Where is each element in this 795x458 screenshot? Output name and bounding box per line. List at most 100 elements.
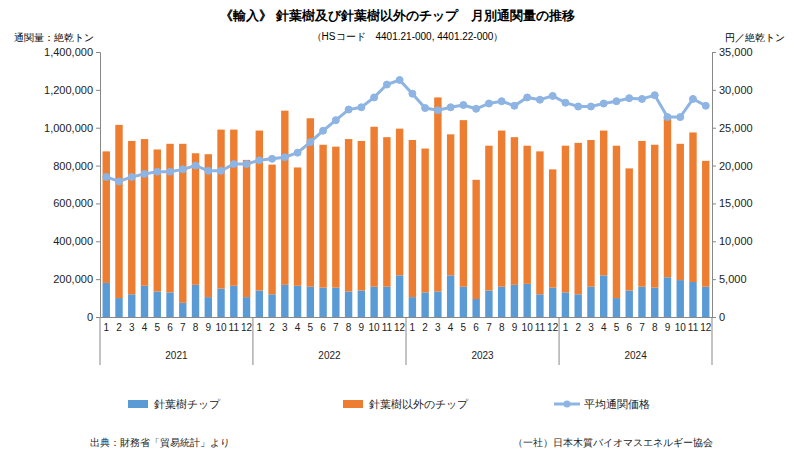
bar: [689, 132, 696, 282]
tick-label: 5: [308, 322, 314, 333]
tick-label: 30,000: [719, 84, 753, 96]
tick-label: 4: [601, 322, 607, 333]
bar: [230, 130, 237, 286]
marker: [256, 157, 263, 164]
marker: [460, 102, 467, 109]
marker: [307, 139, 314, 146]
tick: 6: [320, 322, 326, 333]
bar: [485, 291, 492, 318]
marker: [205, 167, 212, 174]
marker: [154, 168, 161, 175]
bar: [281, 111, 288, 285]
bar: [383, 137, 390, 287]
marker: [587, 103, 594, 110]
tick-label: 600,000: [53, 197, 93, 209]
year-axis: 2021202220232024: [100, 317, 712, 365]
tick-label: 7: [180, 322, 186, 333]
tick-mark: [96, 241, 100, 242]
bar: [370, 287, 377, 317]
bar: [651, 288, 658, 317]
tick-label: 9: [359, 322, 365, 333]
bar: [498, 131, 505, 287]
bar: [587, 140, 594, 287]
tick: 1,200,000: [44, 84, 100, 96]
bar: [613, 298, 620, 317]
tick: 5: [461, 322, 467, 333]
tick-label: 8: [499, 322, 505, 333]
tick-label: 8: [193, 322, 199, 333]
tick-mark: [712, 203, 716, 204]
bar: [268, 165, 275, 295]
bar: [294, 167, 301, 285]
marker: [179, 166, 186, 173]
bar: [192, 285, 199, 317]
bar: [562, 146, 569, 293]
bar: [128, 141, 135, 294]
tick: 7: [333, 322, 339, 333]
bar: [396, 275, 403, 317]
tick: 4: [601, 322, 607, 333]
marker: [103, 173, 110, 180]
tick-label: 9: [206, 322, 212, 333]
tick-mark: [96, 90, 100, 91]
tick: 6: [473, 322, 479, 333]
tick-mark: [712, 241, 716, 242]
bar: [332, 288, 339, 317]
tick: 2: [269, 322, 275, 333]
bar: [523, 284, 530, 317]
tick: 10: [215, 322, 227, 333]
bar: [549, 169, 556, 287]
tick-label: 0: [87, 311, 93, 323]
tick-label: 11: [229, 322, 240, 333]
tick: 0: [87, 311, 100, 323]
tick: 1,400,000: [44, 46, 100, 58]
bar: [421, 149, 428, 293]
tick: 10: [675, 322, 687, 333]
tick: 30,000: [712, 84, 753, 96]
marker: [320, 127, 327, 134]
marker: [345, 106, 352, 113]
marker: [409, 90, 416, 97]
marker: [243, 161, 250, 168]
tick-mark: [712, 90, 716, 91]
bar: [447, 134, 454, 275]
bar: [294, 286, 301, 317]
tick: 12: [394, 322, 406, 333]
source: 出典：財務省「貿易統計」より: [90, 437, 230, 448]
tick: 6: [626, 322, 632, 333]
tick-label: 6: [167, 322, 173, 333]
bar: [103, 151, 110, 283]
tick-mark: [712, 166, 716, 167]
line: [106, 80, 706, 181]
tick-label: 5: [154, 322, 160, 333]
y-axis: 0200,000400,000600,000800,0001,000,0001,…: [44, 46, 100, 323]
bar: [217, 130, 224, 289]
bar: [536, 294, 543, 317]
tick-label: 1: [410, 322, 416, 333]
tick: 25,000: [712, 122, 753, 134]
bar: [536, 151, 543, 294]
marker: [638, 95, 645, 102]
tick-label: 5: [461, 322, 467, 333]
bar: [115, 125, 122, 298]
bar: [702, 161, 709, 287]
marker: [422, 105, 429, 112]
tick: 5: [614, 322, 620, 333]
tick-label: 6: [473, 322, 479, 333]
bar: [383, 287, 390, 317]
tick-label: 15,000: [719, 197, 753, 209]
marker: [383, 81, 390, 88]
bar: [243, 160, 250, 297]
legend-swatch: [343, 400, 363, 408]
tick-label: 1,000,000: [44, 122, 93, 134]
marker: [473, 105, 480, 112]
tick-label: 12: [241, 322, 253, 333]
bar: [664, 116, 671, 277]
publisher: （一社）日本木質バイオマスエネルギー協会: [513, 437, 713, 448]
tick: 20,000: [712, 160, 753, 172]
bar: [587, 287, 594, 317]
tick: 7: [486, 322, 492, 333]
tick: 3: [435, 322, 441, 333]
marker: [230, 161, 237, 168]
bar: [307, 118, 314, 286]
